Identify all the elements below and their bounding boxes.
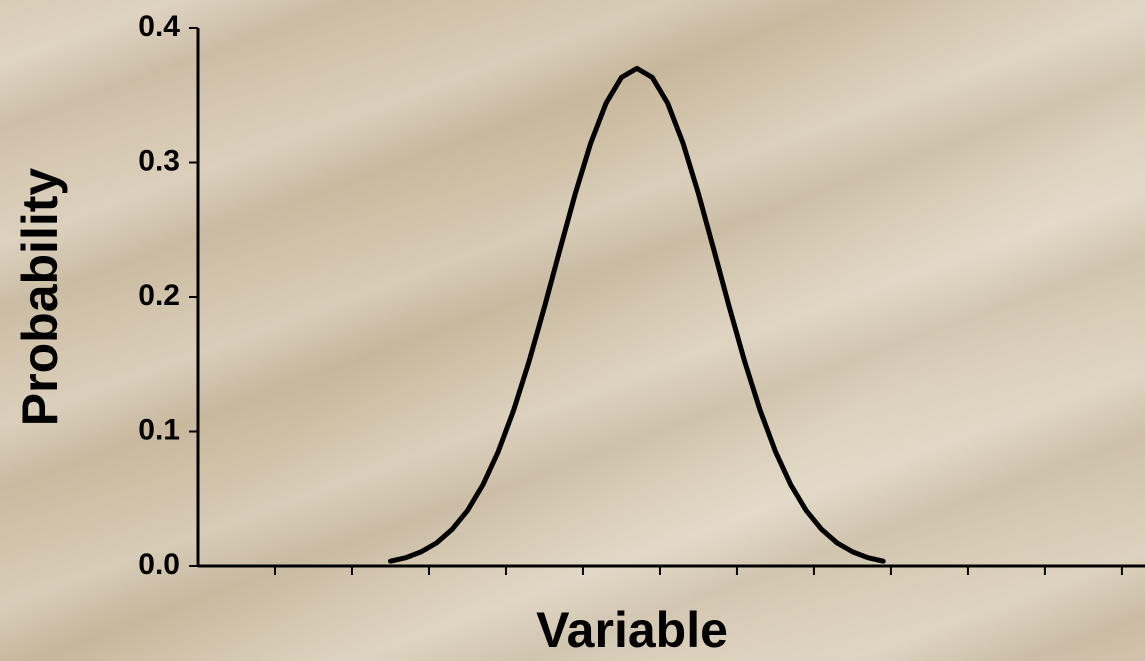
y-tick-label: 0.1 — [138, 413, 180, 446]
y-tick-label: 0.0 — [138, 548, 180, 581]
y-axis-title: Probability — [12, 168, 68, 427]
y-tick-label: 0.3 — [138, 144, 180, 177]
x-axis-title: Variable — [536, 602, 728, 658]
curve — [387, 65, 886, 564]
y-tick-label: 0.4 — [138, 10, 180, 43]
y-tick-label: 0.2 — [138, 279, 180, 312]
